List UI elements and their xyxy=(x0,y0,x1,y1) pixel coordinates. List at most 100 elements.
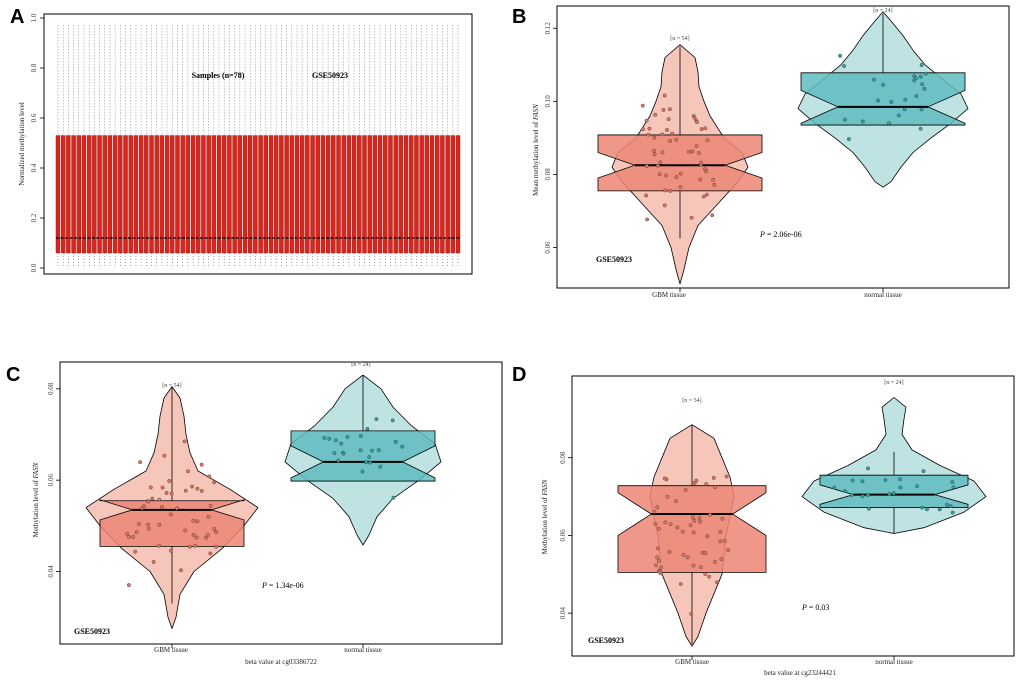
panel-b-count-normal: [n = 24] xyxy=(873,8,892,14)
panel-a-box xyxy=(211,135,217,254)
panel-a-box xyxy=(253,135,258,254)
data-point xyxy=(896,113,901,118)
data-point xyxy=(206,533,210,537)
panel-a-box xyxy=(55,135,61,254)
panel-a-box xyxy=(190,135,196,254)
data-point xyxy=(707,574,712,579)
panel-a-box xyxy=(164,135,170,254)
panel-d-count-gbm: [n = 54] xyxy=(682,398,701,404)
data-point xyxy=(889,99,894,104)
data-point xyxy=(692,518,697,523)
panel-a-box xyxy=(284,135,289,254)
data-point xyxy=(191,518,196,523)
panel-a-ytick-label: 0.8 xyxy=(30,63,38,72)
panel-b-p-label: P xyxy=(759,230,765,239)
data-point xyxy=(659,565,664,570)
data-point xyxy=(692,115,697,120)
data-point xyxy=(652,148,657,153)
ytick-label: 0.06 xyxy=(47,474,55,487)
data-point xyxy=(703,572,708,576)
ytick-label: 0.12 xyxy=(544,22,552,35)
data-point xyxy=(705,138,710,143)
panel-a-box xyxy=(325,135,331,254)
panel-a-box xyxy=(185,135,191,254)
data-point xyxy=(657,569,662,574)
notched-box-gbm xyxy=(597,134,763,192)
data-point xyxy=(360,469,365,474)
data-point xyxy=(194,535,199,540)
data-point xyxy=(167,479,172,483)
panel-d-ylabel: Methylation level of FASN xyxy=(541,479,549,554)
panel-a-box xyxy=(107,135,113,254)
data-point xyxy=(332,451,337,455)
panel-a-box xyxy=(268,135,274,254)
data-point xyxy=(668,522,673,527)
panel-a-box xyxy=(289,135,294,254)
data-point xyxy=(206,514,211,519)
data-point xyxy=(713,485,718,490)
data-point xyxy=(726,548,730,553)
data-point xyxy=(652,135,657,140)
panel-a-box xyxy=(305,135,310,254)
data-point xyxy=(678,582,683,586)
data-point xyxy=(655,555,660,560)
panel-c-frame xyxy=(59,361,503,645)
panel-a-box xyxy=(76,135,81,254)
data-point xyxy=(918,126,923,131)
data-point xyxy=(883,478,888,483)
data-point xyxy=(698,177,703,182)
panel-a-box xyxy=(175,135,180,254)
data-point xyxy=(182,439,187,444)
panel-a-box xyxy=(222,135,227,254)
panel-a-box xyxy=(227,135,232,254)
data-point xyxy=(920,505,925,510)
panel-d-count-normal: [n = 24] xyxy=(884,380,903,386)
panel-label-d: D xyxy=(512,364,526,386)
data-point xyxy=(653,112,658,117)
data-point xyxy=(705,534,710,539)
panel-a-box xyxy=(357,135,362,254)
data-point xyxy=(718,529,723,534)
data-point xyxy=(212,480,217,485)
data-point xyxy=(655,505,660,510)
panel-a: 0.0 0.2 0.4 0.6 0.8 1.0 Normalized methylatio… xyxy=(18,13,473,275)
data-point xyxy=(850,478,855,483)
data-point xyxy=(656,526,661,531)
data-point xyxy=(370,448,374,453)
panel-a-box xyxy=(403,135,409,254)
data-point xyxy=(925,507,929,512)
data-point xyxy=(838,53,842,58)
data-point xyxy=(843,489,847,494)
panel-label-b: B xyxy=(512,6,526,28)
panel-c-plot: 0.04 0.06 0.08 xyxy=(47,374,442,648)
data-point xyxy=(872,77,876,82)
ytick-label: 0.06 xyxy=(559,529,567,542)
data-point xyxy=(190,484,194,489)
panel-a-box xyxy=(170,135,175,254)
panel-a-box xyxy=(86,135,92,254)
panel-label-a: A xyxy=(10,6,24,28)
panel-a-box xyxy=(60,135,66,254)
panel-a-box xyxy=(383,135,388,254)
data-point xyxy=(214,544,219,549)
data-point xyxy=(186,469,190,474)
data-point xyxy=(674,499,678,504)
data-point xyxy=(147,526,151,531)
panel-d-xtick-normal: normal tissue xyxy=(875,658,913,666)
panel-a-box xyxy=(128,135,133,254)
data-point xyxy=(175,506,179,511)
panel-d-ylabel-gene: FASN xyxy=(541,479,549,496)
panel-c-p-label: P xyxy=(261,581,267,590)
data-point xyxy=(656,558,661,563)
data-point xyxy=(341,451,346,456)
data-point xyxy=(710,213,715,218)
data-point xyxy=(703,126,708,131)
data-point xyxy=(902,107,907,112)
panel-a-box xyxy=(367,135,372,254)
panel-b-p-value: = 2.06e-06 xyxy=(765,230,802,239)
panel-a-box xyxy=(294,135,300,254)
panel-d-xlabel: beta value at cg23244421 xyxy=(764,669,836,677)
panel-a-ytick-label: 0.2 xyxy=(30,213,38,222)
data-point xyxy=(703,551,708,555)
